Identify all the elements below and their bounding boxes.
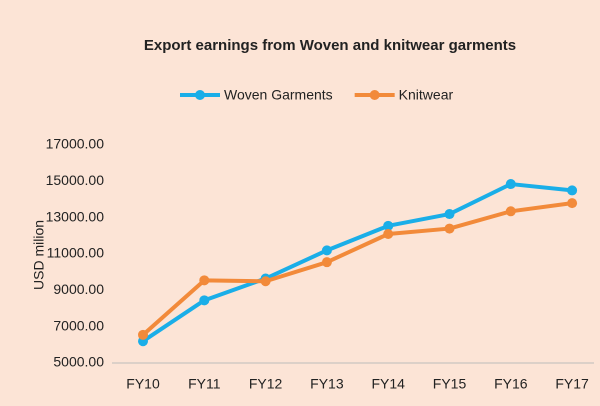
data-point: [321, 257, 332, 268]
x-tick-label: FY12: [249, 376, 283, 392]
x-tick-label: FY17: [555, 376, 589, 392]
data-point: [199, 275, 210, 286]
data-point: [444, 209, 455, 220]
y-tick-label: 9000.00: [53, 281, 104, 297]
series-line: [141, 182, 573, 343]
data-point: [199, 295, 210, 306]
legend-label: Knitwear: [399, 87, 454, 103]
y-tick-label: 17000.00: [46, 136, 105, 152]
y-tick-label: 13000.00: [46, 208, 105, 224]
data-point: [444, 223, 455, 234]
data-point: [138, 329, 148, 340]
data-point: [567, 185, 578, 196]
x-tick-label: FY16: [494, 376, 528, 392]
x-tick-label: FY13: [310, 376, 344, 392]
data-point: [567, 198, 578, 209]
x-tick-label: FY14: [371, 376, 405, 392]
y-tick-label: 5000.00: [53, 354, 104, 370]
data-point: [260, 276, 271, 287]
data-point: [321, 245, 332, 256]
data-point: [383, 220, 394, 231]
y-axis-label: USD milion: [31, 220, 47, 290]
data-point: [383, 229, 394, 240]
legend-label: Woven Garments: [224, 87, 333, 103]
legend-marker: [195, 90, 205, 100]
series-line: [141, 201, 573, 337]
y-tick-label: 7000.00: [53, 317, 104, 333]
data-point: [505, 179, 516, 190]
x-tick-label: FY15: [433, 376, 467, 392]
x-tick-label: FY10: [126, 376, 160, 392]
y-tick-label: 15000.00: [46, 172, 105, 188]
legend-marker: [369, 90, 380, 100]
y-tick-label: 11000.00: [47, 245, 105, 261]
x-tick-label: FY11: [188, 376, 221, 392]
chart-title: Export earnings from Woven and knitwear …: [144, 37, 516, 54]
data-point: [505, 206, 516, 217]
